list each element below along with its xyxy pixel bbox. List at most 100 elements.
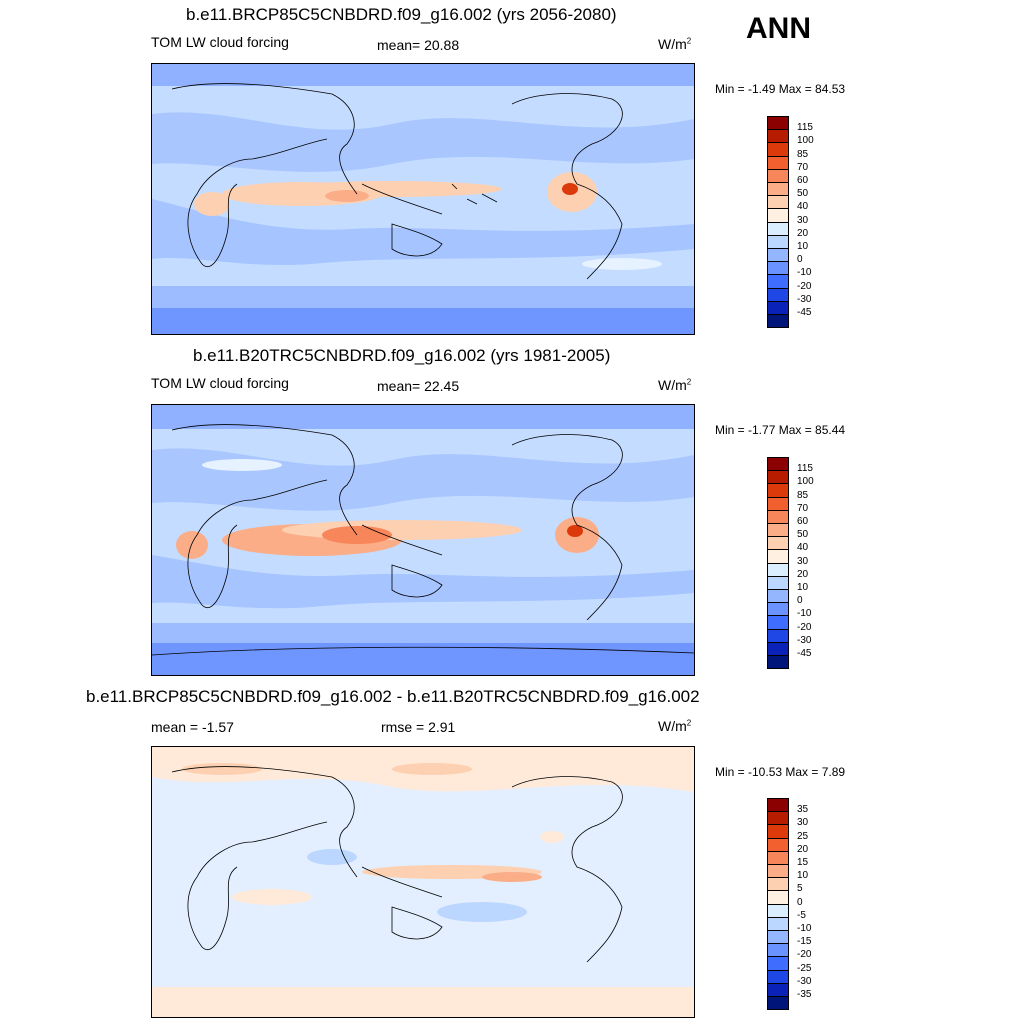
colorbar-tick-label: -30: [797, 975, 812, 987]
colorbar-swatch: [767, 287, 789, 302]
colorbar-swatch: [767, 300, 789, 315]
colorbar-swatch: [767, 864, 789, 879]
colorbar-swatch: [767, 314, 789, 329]
colorbar-swatch: [767, 116, 789, 131]
colorbar-swatch: [767, 956, 789, 971]
panel-2-title: b.e11.B20TRC5CNBDRD.f09_g16.002 (yrs 198…: [193, 346, 611, 365]
colorbar-swatch: [767, 943, 789, 958]
panel-1-units: W/m2: [658, 36, 692, 52]
panel-1-variable-label: TOM LW cloud forcing: [151, 34, 289, 50]
colorbar-swatch: [767, 248, 789, 263]
colorbar-tick-label: 25: [797, 830, 809, 842]
colorbar-tick-label: 60: [797, 175, 809, 186]
colorbar-swatch: [767, 562, 789, 577]
colorbar-tick-label: -25: [797, 962, 812, 974]
colorbar-tick-label: 0: [797, 595, 803, 607]
colorbar-tick-label: 115: [797, 463, 813, 475]
colorbar-tick-label: 85: [797, 148, 809, 160]
colorbar-tick-label: -45: [797, 648, 812, 659]
colorbar-swatch: [767, 877, 789, 892]
colorbar-swatch: [767, 837, 789, 852]
colorbar-swatch: [767, 221, 789, 236]
colorbar-swatch: [767, 509, 789, 524]
colorbar-swatch: [767, 930, 789, 945]
colorbar-swatch: [767, 850, 789, 865]
colorbar-tick-label: -10: [797, 608, 812, 620]
panel-1-minmax: Min = -1.49 Max = 84.53: [715, 82, 846, 96]
colorbar-tick-label: 30: [797, 214, 809, 226]
colorbar-tick-label: 10: [797, 870, 809, 882]
colorbar-tick-label: 60: [797, 516, 809, 527]
colorbar-tick-label: 5: [797, 883, 803, 895]
colorbar-tick-label: 0: [797, 254, 803, 266]
colorbar-swatch: [767, 470, 789, 485]
colorbar-swatch: [767, 824, 789, 839]
colorbar-swatch: [767, 655, 789, 670]
panel-2-variable-label: TOM LW cloud forcing: [151, 375, 289, 391]
season-label: ANN: [746, 12, 811, 45]
colorbar-tick-label: 100: [797, 476, 814, 488]
colorbar-tick-label: -30: [797, 634, 812, 646]
colorbar-swatch: [767, 261, 789, 276]
colorbar-swatch: [767, 798, 789, 813]
colorbar-swatch: [767, 602, 789, 617]
colorbar-swatch: [767, 811, 789, 826]
colorbar-swatch: [767, 903, 789, 918]
colorbar-swatch: [767, 916, 789, 931]
colorbar-swatch: [767, 575, 789, 590]
colorbar-swatch: [767, 234, 789, 249]
colorbar-tick-label: 0: [797, 896, 803, 908]
colorbar-tick-label: 30: [797, 817, 809, 829]
panel-3-minmax: Min = -10.53 Max = 7.89: [715, 765, 846, 779]
colorbar-swatch: [767, 969, 789, 984]
colorbar-swatch: [767, 168, 789, 183]
panel-3-rmse-label: rmse = 2.91: [381, 719, 456, 735]
colorbar-swatch: [767, 523, 789, 538]
colorbar-swatch: [767, 549, 789, 564]
colorbar-swatch: [767, 208, 789, 223]
panel-2-units: W/m2: [658, 377, 692, 393]
colorbar-tick-label: -30: [797, 293, 812, 305]
colorbar-swatch: [767, 142, 789, 157]
colorbar-tick-label: 10: [797, 582, 809, 593]
colorbar-tick-label: 40: [797, 542, 809, 554]
colorbar-tick-label: 20: [797, 843, 809, 855]
colorbar-tick-label: 85: [797, 489, 809, 501]
panel-3-units: W/m2: [658, 718, 692, 734]
colorbar-swatch: [767, 483, 789, 498]
colorbar-swatch: [767, 182, 789, 197]
panel-3-title: b.e11.BRCP85C5CNBDRD.f09_g16.002 - b.e11…: [86, 687, 700, 706]
panel-3-mean-label: mean = -1.57: [151, 719, 234, 735]
colorbar-tick-label: -20: [797, 621, 812, 633]
colorbar-tick-label: 70: [797, 161, 809, 173]
colorbar-swatch: [767, 129, 789, 144]
colorbar-tick-label: 20: [797, 568, 809, 580]
panel-1-mean-label: mean= 20.88: [377, 37, 460, 53]
colorbar-tick-label: 30: [797, 555, 809, 567]
colorbar-tick-label: 15: [797, 857, 809, 868]
panel-3-map: [151, 746, 695, 1018]
colorbar-swatch: [767, 996, 789, 1011]
colorbar-tick-label: 10: [797, 241, 809, 252]
colorbar-swatch: [767, 628, 789, 643]
colorbar-swatch: [767, 274, 789, 289]
panel-2-minmax: Min = -1.77 Max = 85.44: [715, 423, 846, 437]
colorbar-tick-label: -45: [797, 307, 812, 318]
colorbar-tick-label: -15: [797, 936, 812, 948]
colorbar-tick-label: -20: [797, 280, 812, 292]
colorbar-swatch: [767, 496, 789, 511]
colorbar-swatch: [767, 615, 789, 630]
panel-1-colorbar: 115 100 85 70 60 50 40 30 20 10 0 -10 -20 -30 -45: [767, 116, 847, 329]
panel-2-colorbar: 115 100 85 70 60 50 40 30 20 10 0 -10 -20 -30 -45: [767, 457, 847, 670]
colorbar-tick-label: 70: [797, 502, 809, 514]
panel-3-colorbar: 35 30 25 20 15 10 5 0 -5 -10 -15 -20 -25 -30 -35: [767, 798, 847, 1011]
colorbar-tick-label: -5: [797, 909, 806, 921]
colorbar-swatch: [767, 589, 789, 604]
colorbar-swatch: [767, 536, 789, 551]
colorbar-swatch: [767, 890, 789, 905]
colorbar-swatch: [767, 155, 789, 170]
colorbar-swatch: [767, 457, 789, 472]
colorbar-tick-label: -35: [797, 989, 812, 1000]
panel-1-title: b.e11.BRCP85C5CNBDRD.f09_g16.002 (yrs 20…: [186, 5, 617, 24]
colorbar-tick-label: 20: [797, 227, 809, 239]
